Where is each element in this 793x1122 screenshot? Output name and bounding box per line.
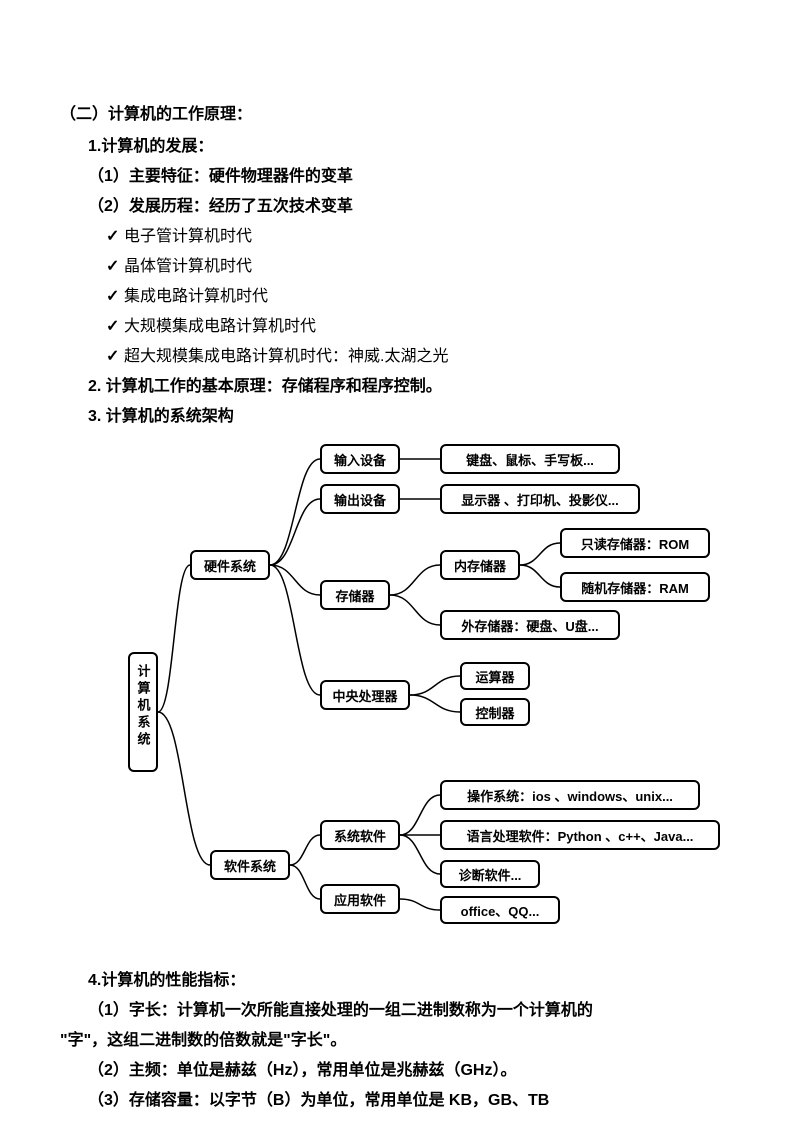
era-item: ✓超大规模集成电路计算机时代：神威.太湖之光 xyxy=(60,342,733,366)
node-app_ex: office、QQ... xyxy=(440,896,560,924)
node-mem: 内存储器 xyxy=(440,550,520,580)
sec4-p3: （3）存储容量：以字节（B）为单位，常用单位是 KB，GB、TB xyxy=(60,1086,733,1110)
check-icon: ✓ xyxy=(106,256,124,276)
sec1-heading: 1.计算机的发展： xyxy=(60,132,733,156)
node-diag: 诊断软件... xyxy=(440,860,540,888)
era-item: ✓电子管计算机时代 xyxy=(60,222,733,246)
sec4-p1a: （1）字长：计算机一次所能直接处理的一组二进制数称为一个计算机的 xyxy=(60,996,733,1020)
sec1-sub2: （2）发展历程：经历了五次技术变革 xyxy=(60,192,733,216)
era-item-label: 集成电路计算机时代 xyxy=(124,288,268,305)
node-lang: 语言处理软件：Python 、c++、Java... xyxy=(440,820,720,850)
era-item-label: 超大规模集成电路计算机时代：神威.太湖之光 xyxy=(124,348,448,365)
node-app: 应用软件 xyxy=(320,884,400,914)
node-root: 计算机系统 xyxy=(128,652,158,772)
node-sw: 软件系统 xyxy=(210,850,290,880)
era-item: ✓晶体管计算机时代 xyxy=(60,252,733,276)
node-os: 操作系统：ios 、windows、unix... xyxy=(440,780,700,810)
check-icon: ✓ xyxy=(106,286,124,306)
node-alu: 运算器 xyxy=(460,662,530,690)
check-icon: ✓ xyxy=(106,226,124,246)
node-ext: 外存储器：硬盘、U盘... xyxy=(440,610,620,640)
node-ctrl: 控制器 xyxy=(460,698,530,726)
sec4-p1b: "字"，这组二进制数的倍数就是"字长"。 xyxy=(60,1026,733,1050)
era-item: ✓大规模集成电路计算机时代 xyxy=(60,312,733,336)
era-item-label: 电子管计算机时代 xyxy=(124,228,252,245)
node-out_ex: 显示器 、打印机、投影仪... xyxy=(440,484,640,514)
architecture-diagram: 计算机系统 硬件系统软件系统 输入设备输出设备存储器中央处理器 键盘、鼠标、手写板..… xyxy=(60,432,720,952)
era-item-label: 大规模集成电路计算机时代 xyxy=(124,318,316,335)
check-icon: ✓ xyxy=(106,316,124,336)
node-rom: 只读存储器：ROM xyxy=(560,528,710,558)
era-item-label: 晶体管计算机时代 xyxy=(124,258,252,275)
sec2: 2. 计算机工作的基本原理：存储程序和程序控制。 xyxy=(60,372,733,396)
node-ram: 随机存储器：RAM xyxy=(560,572,710,602)
era-item: ✓集成电路计算机时代 xyxy=(60,282,733,306)
node-store: 存储器 xyxy=(320,580,390,610)
check-icon: ✓ xyxy=(106,346,124,366)
node-in: 输入设备 xyxy=(320,444,400,474)
sec3: 3. 计算机的系统架构 xyxy=(60,402,733,426)
node-cpu: 中央处理器 xyxy=(320,680,410,710)
node-hw: 硬件系统 xyxy=(190,550,270,580)
node-sys: 系统软件 xyxy=(320,820,400,850)
sec4-p2: （2）主频：单位是赫兹（Hz），常用单位是兆赫兹（GHz）。 xyxy=(60,1056,733,1080)
sec1-sub1: （1）主要特征：硬件物理器件的变革 xyxy=(60,162,733,186)
node-in_ex: 键盘、鼠标、手写板... xyxy=(440,444,620,474)
sec4-heading: 4.计算机的性能指标： xyxy=(60,966,733,990)
node-out: 输出设备 xyxy=(320,484,400,514)
section-title: （二）计算机的工作原理： xyxy=(60,100,733,124)
era-list: ✓电子管计算机时代✓晶体管计算机时代✓集成电路计算机时代✓大规模集成电路计算机时… xyxy=(60,222,733,366)
